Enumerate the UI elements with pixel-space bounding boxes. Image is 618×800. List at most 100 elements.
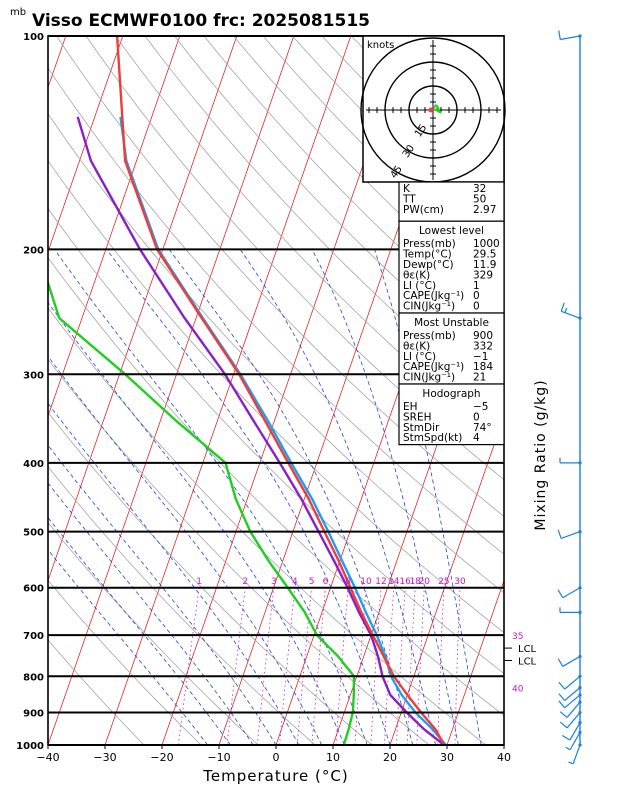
moist-adiabat-line [106,249,391,745]
dry-adiabat-line [48,522,259,745]
isotherm-line [104,36,352,745]
x-tick-label: 30 [440,751,454,764]
most-unstable-box [398,312,505,385]
wind-barb-flag [557,658,564,667]
lowest-level-value: 0 [473,290,480,302]
mixing-ratio-line [279,587,296,745]
wind-barb-flag [558,681,566,690]
pressure-tick-label: 500 [23,528,44,539]
mixing-ratio-line [354,587,367,745]
isotherm-line [446,579,504,745]
dry-adiabat-line [48,207,504,674]
dry-adiabat-line [48,411,373,745]
mixing-ratio-label: 1 [196,577,202,587]
dry-adiabat-line [174,36,504,375]
mixing-ratio-label: 10 [360,577,372,587]
hodograph-unit-label: knots [367,40,394,51]
x-tick-label: −40 [36,751,59,764]
moist-adiabat-line [48,444,277,745]
most-unstable-label: CAPE(Jkg⁻¹) [403,361,464,373]
wind-barb-flag [560,302,565,312]
dry-adiabat-line [48,113,504,594]
wind-barb-flag [561,734,571,741]
lowest-level-value: 0 [473,301,480,313]
lowest-level-value: 29.5 [473,249,496,261]
wind-barb-flag [559,721,568,729]
moist-adiabat-line [48,549,208,745]
moist-adiabat-line [48,516,231,745]
dry-adiabat-line [48,358,430,745]
mixing-ratio-label: 8 [345,577,351,587]
mixing-ratio-label: 14 [388,577,400,587]
theta-e-label: 40 [512,685,524,695]
mixing-ratio-label: 3 [271,577,277,587]
hodograph-indices-value: −5 [473,401,488,413]
dry-adiabat-line [48,466,316,745]
parcel-profile-line [76,116,445,745]
wind-barb-flag [558,693,566,701]
most-unstable-label: Press(mb) [403,330,456,342]
mixing-ratio-line [311,587,326,745]
hodograph-indices-heading: Hodograph [422,388,480,400]
hodograph-trace [433,103,442,114]
general-indices-label: K [403,183,411,195]
moist-adiabat-line [48,482,254,745]
mixing-ratio-label: 20 [419,577,431,587]
right-axis-label: Mixing Ratio (g/kg) [533,379,549,530]
moist-adiabat-line [54,249,368,745]
most-unstable-value: 184 [473,361,493,373]
pressure-tick-label: 100 [23,32,44,43]
lowest-level-value: 11.9 [473,259,496,271]
dry-adiabat-line [233,36,504,309]
dry-adiabat-line [48,307,487,745]
lowest-level-label: θε(K) [403,269,430,281]
isotherm-line [48,36,295,745]
mixing-ratio-label: 2 [242,577,248,587]
wind-barb-staff [569,722,581,741]
mixing-ratio-line [384,587,395,745]
isotherm-line [0,36,9,745]
dry-adiabat-line [203,36,504,342]
most-unstable-label: CIN(Jkg⁻¹) [403,372,455,384]
lowest-level-label: LI (°C) [403,280,436,292]
x-tick-label: 10 [326,751,340,764]
most-unstable-heading: Most Unstable [414,317,489,329]
general-indices-value: 2.97 [473,204,496,216]
x-tick-label: 0 [273,751,280,764]
x-tick-label: −20 [150,751,173,764]
wind-barbs [557,30,582,765]
wind-barb-flag [564,307,568,313]
pressure-tick-label: 600 [23,584,44,595]
hodograph-storm-marker [428,107,434,113]
wind-barb-staff [560,35,581,41]
lowest-level-label: Dewp(°C) [403,259,454,271]
chart-title: Visso ECMWF0100 frc: 2025081515 [32,11,370,31]
lowest-level-label: CIN(Jkg⁻¹) [403,301,455,313]
pressure-tick-label: 400 [23,459,44,470]
general-indices-box [398,181,505,222]
theta-e-label: 35 [512,632,523,642]
pressure-tick-label: 300 [23,370,44,381]
wind-barb-staff [561,310,581,319]
pressure-tick-label: 1000 [16,741,44,752]
most-unstable-label: LI (°C) [403,351,436,363]
isotherm-line [48,36,124,253]
wind-barb-staff [561,531,581,539]
hodograph-indices-box [398,383,505,446]
lcl-label: LCL [518,656,537,667]
hodograph-indices-label: StmDir [403,422,440,434]
mixing-ratio-line [396,587,406,745]
most-unstable-value: 332 [473,340,493,352]
wind-barb-flag [565,746,571,751]
mixing-ratio-line [416,587,425,745]
mixing-ratio-label: 4 [292,577,298,587]
wind-barb-staff [566,701,581,718]
hodograph-indices-label: EH [403,401,418,413]
wind-barb-staff [562,655,581,667]
hodograph-indices-value: 0 [473,411,480,423]
mixing-ratio-label: 16 [399,577,411,587]
